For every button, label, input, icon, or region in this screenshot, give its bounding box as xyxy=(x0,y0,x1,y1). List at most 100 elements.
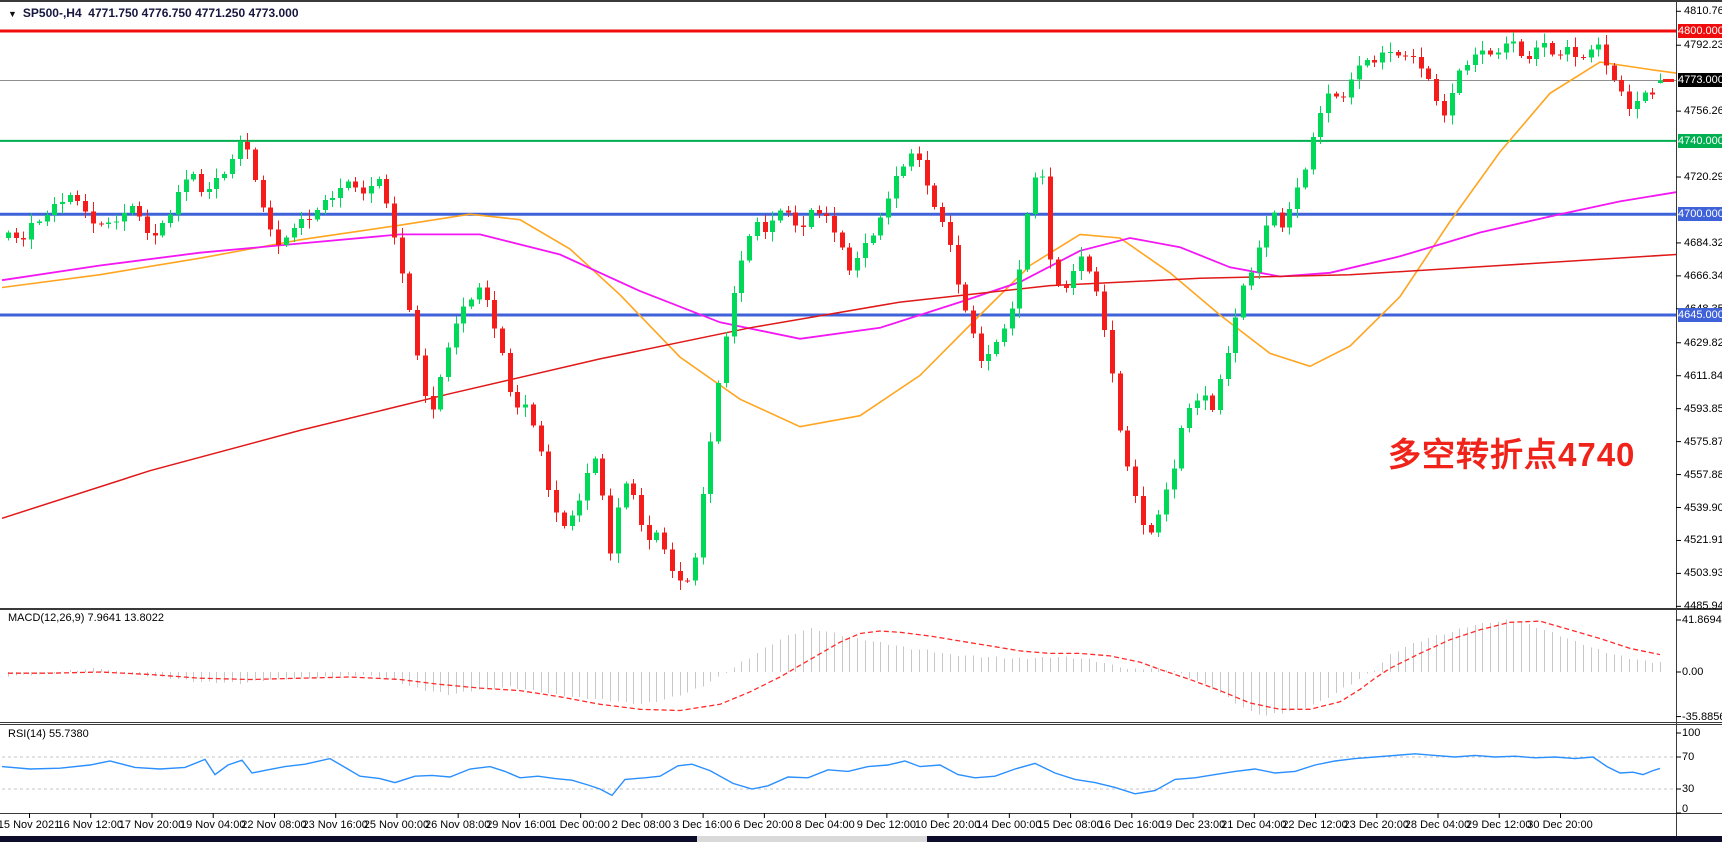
price-axis-label: 4684.325 xyxy=(1684,236,1722,249)
candle-body xyxy=(662,532,667,550)
price-badge-4645-000: 4645.000 xyxy=(1678,307,1722,322)
candle-body xyxy=(701,493,706,558)
candle-body xyxy=(1357,65,1362,80)
price-axis-label: 4557.885 xyxy=(1684,468,1722,481)
candle-body xyxy=(1187,408,1192,428)
candle-body xyxy=(1326,93,1331,114)
candle-body xyxy=(222,173,227,179)
candle-body xyxy=(1504,43,1509,53)
candle-body xyxy=(176,191,181,215)
candle-body xyxy=(1264,225,1269,248)
candle-body xyxy=(1380,52,1385,63)
candle-body xyxy=(1426,68,1431,79)
candle-body xyxy=(160,222,165,236)
candle-body xyxy=(477,287,482,300)
candle-body xyxy=(369,186,374,194)
candle-body xyxy=(585,472,590,501)
chart-title-symbol: SP500-,H4 xyxy=(22,6,82,20)
candle-body xyxy=(1465,64,1470,71)
candle-body xyxy=(1650,92,1655,95)
candle-body xyxy=(817,210,822,214)
candle-body xyxy=(1249,272,1254,286)
candle-body xyxy=(45,214,50,222)
bottom-window-edge xyxy=(0,836,1722,842)
candle-body xyxy=(801,225,806,227)
price-axis-label: 4575.870 xyxy=(1684,435,1722,448)
rsi-axis-label: 70 xyxy=(1682,751,1695,763)
candle-body xyxy=(724,336,729,383)
candle-body xyxy=(979,333,984,361)
candle-body xyxy=(1627,91,1632,110)
time-axis-label: 29 Nov 16:00 xyxy=(486,819,552,831)
ma-slow-red xyxy=(1,253,1677,520)
candle-body xyxy=(1318,113,1323,137)
price-axis-label: 4810.765 xyxy=(1684,5,1722,18)
price-axis-label: 4485.945 xyxy=(1684,600,1722,613)
candle-body xyxy=(1496,52,1501,55)
time-axis-label: 3 Dec 16:00 xyxy=(672,819,733,831)
candle-body xyxy=(778,210,783,221)
candle-body xyxy=(878,217,883,236)
candle-body xyxy=(1218,378,1223,410)
time-axis-label: 8 Dec 04:00 xyxy=(795,819,855,831)
candle-body xyxy=(508,353,513,392)
candle-body xyxy=(83,200,88,212)
candle-body xyxy=(68,194,73,203)
rsi-axis-label: 0 xyxy=(1682,803,1689,815)
candle-body xyxy=(1133,466,1138,496)
candle-body xyxy=(1226,352,1231,379)
candle-body xyxy=(106,222,111,225)
candle-body xyxy=(1527,55,1532,59)
candle-body xyxy=(1457,70,1462,93)
candle-body xyxy=(268,207,273,230)
candle-body xyxy=(1396,52,1401,56)
time-axis-label: 9 Dec 12:00 xyxy=(856,819,917,831)
candle-body xyxy=(407,273,412,311)
candle-body xyxy=(230,158,235,174)
candle-body xyxy=(1071,270,1076,289)
candle-body xyxy=(400,237,405,274)
chart-title-ohlc: 4771.750 4776.750 4771.250 4773.000 xyxy=(88,6,299,20)
candle-body xyxy=(600,458,605,496)
candle-body xyxy=(1172,468,1177,490)
time-axis-label: 2 Dec 08:00 xyxy=(611,819,672,831)
candle-body xyxy=(1604,44,1609,66)
candle-body xyxy=(840,232,845,248)
candle-body xyxy=(654,532,659,541)
candle-body xyxy=(1179,427,1184,469)
candle-body xyxy=(1349,79,1354,98)
candle-body xyxy=(855,258,860,271)
time-axis-label: 28 Dec 04:00 xyxy=(1404,819,1471,831)
candle-body xyxy=(1156,514,1161,533)
candle-body xyxy=(1372,60,1377,63)
time-axis-label: 15 Dec 08:00 xyxy=(1037,819,1103,831)
candle-body xyxy=(299,218,304,228)
price-axis-label: 4503.930 xyxy=(1684,567,1722,580)
candle-body xyxy=(1450,92,1455,116)
candle-body xyxy=(1118,373,1123,431)
candle-body xyxy=(1403,55,1408,57)
candle-body xyxy=(739,260,744,293)
ma-fast-orange xyxy=(1,61,1677,428)
candle-body xyxy=(492,300,497,329)
candle-body xyxy=(1658,80,1663,83)
candle-body xyxy=(1511,41,1516,44)
candle-body xyxy=(948,222,953,245)
symbol-dropdown-icon[interactable]: ▼ xyxy=(8,9,17,19)
candle-body xyxy=(245,142,250,150)
candle-body xyxy=(1287,208,1292,228)
candle-body xyxy=(461,306,466,324)
candle-body xyxy=(1195,400,1200,409)
time-axis-label: 14 Dec 00:00 xyxy=(976,819,1042,831)
candle-body xyxy=(1419,56,1424,69)
candle-body xyxy=(809,210,814,227)
time-axis-label: 10 Dec 20:00 xyxy=(914,819,981,831)
candle-body xyxy=(824,213,829,217)
candle-body xyxy=(423,355,428,396)
rsi-axis-label: 30 xyxy=(1682,783,1695,795)
candle-body xyxy=(793,212,798,226)
candle-body xyxy=(925,160,930,186)
candle-body xyxy=(307,218,312,220)
